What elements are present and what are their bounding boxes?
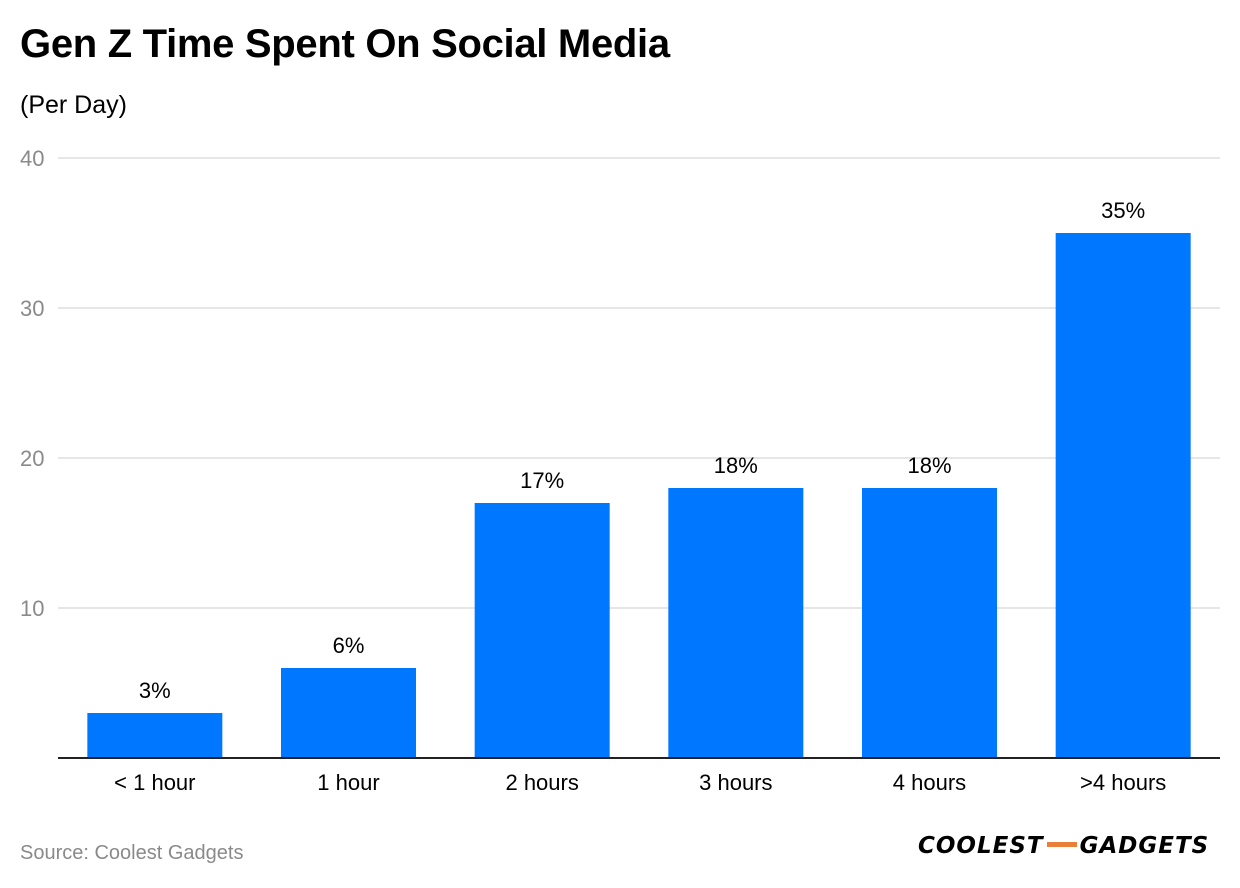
data-label: 35% xyxy=(1101,198,1145,223)
bar xyxy=(862,488,997,758)
x-tick-label: >4 hours xyxy=(1080,770,1166,795)
x-tick-label: 3 hours xyxy=(699,770,772,795)
x-tick-label: 2 hours xyxy=(505,770,578,795)
chart-subtitle: (Per Day) xyxy=(20,91,127,119)
x-tick-label: 1 hour xyxy=(317,770,379,795)
source-caption: Source: Coolest Gadgets xyxy=(20,842,244,864)
bar xyxy=(281,668,416,758)
y-tick-label: 10 xyxy=(20,596,44,621)
y-tick-label: 40 xyxy=(20,146,44,171)
coolest-gadgets-logo-icon: COOLEST GADGETS xyxy=(918,826,1208,866)
x-tick-label: 4 hours xyxy=(893,770,966,795)
bar xyxy=(1055,233,1191,758)
data-labels: 3% 6% 17% 18% 18% 35% xyxy=(139,198,1145,703)
data-label: 3% xyxy=(139,678,171,703)
x-axis-tick-labels: < 1 hour 1 hour 2 hours 3 hours 4 hours >4 ho… xyxy=(114,770,1166,795)
brand-wordmark: COOLEST GADGETS xyxy=(918,826,1208,866)
gridlines xyxy=(58,157,1220,609)
data-label: 6% xyxy=(333,633,365,658)
data-label: 18% xyxy=(714,453,758,478)
y-axis-tick-labels: 10 20 30 40 xyxy=(20,146,44,621)
x-tick-label: < 1 hour xyxy=(114,770,195,795)
brand-left-text: COOLEST xyxy=(918,833,1044,859)
chart-title: Gen Z Time Spent On Social Media xyxy=(20,22,670,66)
brand-right-text: GADGETS xyxy=(1079,833,1210,859)
y-tick-label: 20 xyxy=(20,446,44,471)
bar xyxy=(668,488,804,758)
data-label: 18% xyxy=(907,453,951,478)
bars xyxy=(87,233,1191,758)
data-label: 17% xyxy=(520,468,564,493)
bar xyxy=(474,503,610,758)
y-tick-label: 30 xyxy=(20,296,44,321)
brand-dash xyxy=(1046,842,1077,847)
bar xyxy=(87,713,223,758)
